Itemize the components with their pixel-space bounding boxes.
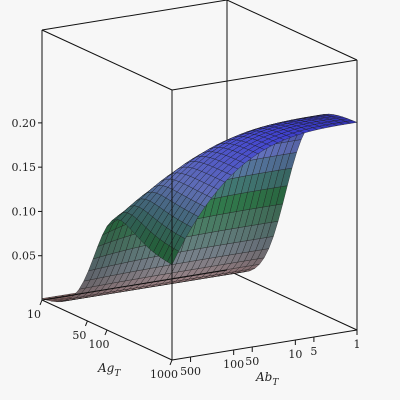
x-tick-label: 100 xyxy=(89,338,110,351)
x-tick xyxy=(169,359,173,366)
x-axis-label: AgT xyxy=(97,361,121,379)
x-tick-label: 10 xyxy=(27,308,41,321)
box-edge xyxy=(226,269,358,331)
x-tick-label: 1000 xyxy=(150,368,178,381)
y-tick-label: 10 xyxy=(288,348,302,361)
x-tick xyxy=(39,299,43,306)
box-edge xyxy=(41,269,228,301)
box-edge xyxy=(41,29,173,91)
box-edge xyxy=(171,59,358,91)
y-tick-label: 100 xyxy=(223,358,244,371)
z-tick-label: 0.05 xyxy=(12,250,37,263)
bounding-box-front xyxy=(41,29,358,361)
x-tick-label: 50 xyxy=(72,329,86,342)
box-edge xyxy=(171,329,358,361)
z-tick-label: 0.15 xyxy=(12,161,37,174)
z-tick-label: 0.10 xyxy=(12,205,37,218)
y-tick-label: 1 xyxy=(354,338,361,351)
x-tick xyxy=(84,320,88,327)
box-edge xyxy=(41,0,228,31)
y-tick-label: 50 xyxy=(245,355,259,368)
y-tick-label: 500 xyxy=(180,365,201,378)
x-tick xyxy=(104,329,108,336)
y-tick-label: 5 xyxy=(310,345,317,358)
box-edge xyxy=(226,0,358,61)
surface-patch xyxy=(345,120,358,124)
surface-mesh xyxy=(41,113,358,302)
y-axis-label: AbT xyxy=(255,370,279,388)
z-tick-label: 0.20 xyxy=(12,117,37,130)
